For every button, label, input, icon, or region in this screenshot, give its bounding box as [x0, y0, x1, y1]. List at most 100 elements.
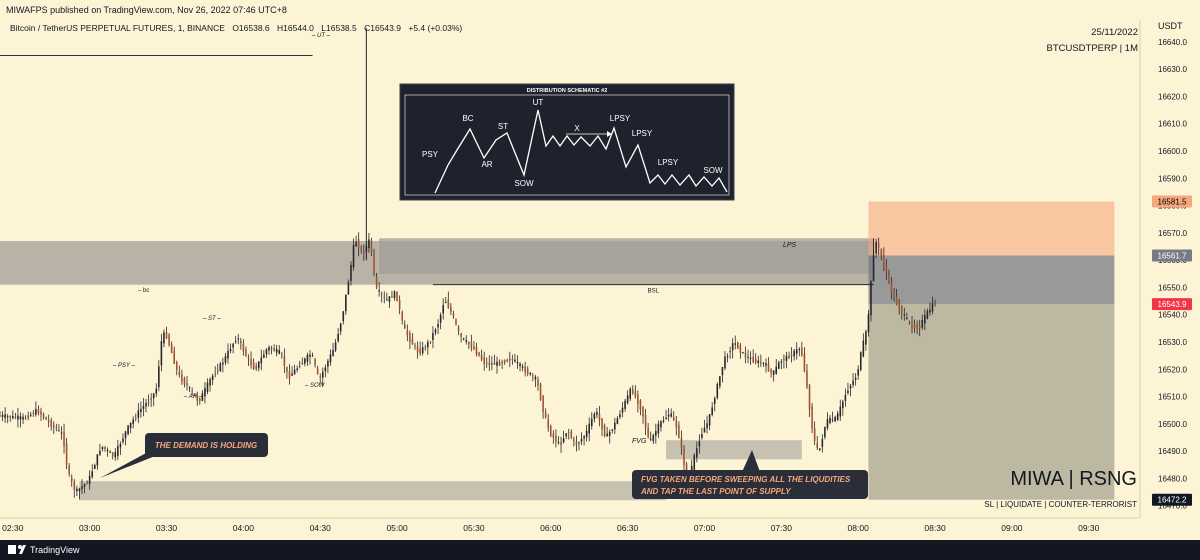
candle[interactable] [614, 417, 616, 434]
candle[interactable] [283, 348, 286, 374]
candle[interactable] [260, 349, 263, 371]
candle[interactable] [321, 367, 324, 385]
zone-fvg[interactable] [666, 440, 802, 460]
candle[interactable] [511, 354, 514, 365]
candle[interactable] [4, 407, 6, 423]
candle[interactable] [273, 344, 275, 352]
candle[interactable] [22, 413, 24, 424]
candle[interactable] [63, 423, 65, 454]
candle[interactable] [53, 421, 55, 434]
symbol-legend[interactable]: Bitcoin / TetherUS PERPETUAL FUTURES, 1,… [10, 23, 462, 33]
candle[interactable] [386, 292, 388, 301]
candle[interactable] [201, 390, 204, 402]
candle[interactable] [65, 437, 68, 470]
candle[interactable] [173, 346, 175, 365]
candle[interactable] [703, 419, 706, 433]
candle[interactable] [293, 364, 296, 375]
candle[interactable] [465, 335, 468, 345]
zone-upper-supply[interactable] [379, 238, 874, 274]
candle[interactable] [175, 360, 178, 376]
candle[interactable] [826, 412, 829, 431]
candle[interactable] [629, 387, 631, 402]
candle[interactable] [821, 434, 824, 453]
candle[interactable] [452, 310, 455, 319]
candle[interactable] [45, 416, 47, 420]
candle[interactable] [637, 390, 639, 413]
candle[interactable] [147, 394, 150, 407]
candle[interactable] [883, 247, 885, 272]
candle[interactable] [667, 408, 670, 422]
candle[interactable] [81, 479, 83, 494]
candle[interactable] [918, 319, 921, 337]
candle[interactable] [626, 390, 629, 405]
candle[interactable] [316, 365, 319, 375]
candle[interactable] [649, 431, 652, 442]
candle[interactable] [631, 385, 634, 395]
candle[interactable] [521, 363, 524, 372]
candle[interactable] [224, 353, 227, 366]
candle[interactable] [675, 415, 678, 436]
candle[interactable] [219, 361, 222, 373]
candle[interactable] [55, 423, 58, 432]
candle[interactable] [91, 464, 94, 479]
candle[interactable] [329, 349, 332, 366]
candle[interactable] [101, 446, 104, 452]
candle[interactable] [895, 288, 898, 306]
candle[interactable] [560, 436, 562, 453]
candle[interactable] [88, 470, 91, 490]
candle[interactable] [934, 299, 936, 307]
candle[interactable] [327, 358, 329, 374]
candle[interactable] [396, 291, 398, 302]
candle[interactable] [462, 337, 465, 341]
candle[interactable] [765, 358, 767, 373]
candle[interactable] [503, 359, 506, 365]
candle[interactable] [460, 332, 462, 343]
candle[interactable] [565, 433, 567, 440]
candle[interactable] [355, 235, 357, 247]
candle[interactable] [744, 346, 747, 364]
candle[interactable] [301, 357, 304, 365]
candle[interactable] [160, 333, 163, 372]
candle[interactable] [252, 358, 255, 370]
candle[interactable] [86, 480, 88, 485]
candle[interactable] [204, 382, 206, 404]
candle[interactable] [911, 316, 913, 334]
candle[interactable] [859, 351, 862, 372]
candle[interactable] [491, 356, 493, 371]
candle[interactable] [885, 258, 888, 281]
candle[interactable] [214, 366, 216, 378]
candle[interactable] [163, 329, 165, 348]
candle[interactable] [567, 428, 570, 440]
candle[interactable] [701, 427, 703, 440]
candle[interactable] [893, 288, 895, 302]
candle[interactable] [473, 341, 475, 351]
candle[interactable] [360, 245, 363, 254]
candle[interactable] [772, 370, 775, 382]
candle[interactable] [903, 307, 906, 321]
candle[interactable] [42, 412, 45, 420]
candle[interactable] [795, 342, 798, 360]
candle[interactable] [547, 414, 550, 432]
candle[interactable] [665, 410, 667, 420]
candle[interactable] [913, 319, 916, 333]
candle[interactable] [383, 291, 386, 304]
tradingview-logo-icon[interactable] [8, 545, 26, 554]
candle[interactable] [429, 341, 432, 344]
price-label-tag[interactable]: 16581.5 [1152, 195, 1192, 208]
candle[interactable] [672, 411, 675, 421]
candle[interactable] [150, 393, 152, 408]
candle[interactable] [342, 310, 345, 325]
candle[interactable] [311, 352, 314, 357]
candle[interactable] [760, 354, 762, 367]
candle[interactable] [590, 412, 593, 430]
candle[interactable] [347, 279, 350, 295]
candle[interactable] [411, 333, 414, 345]
candle[interactable] [818, 448, 821, 452]
candle[interactable] [483, 351, 485, 371]
candle[interactable] [478, 351, 480, 357]
candle[interactable] [450, 303, 452, 315]
candle[interactable] [324, 364, 327, 378]
candle[interactable] [306, 352, 309, 366]
candle[interactable] [206, 378, 209, 395]
price-axis[interactable] [1140, 20, 1200, 518]
